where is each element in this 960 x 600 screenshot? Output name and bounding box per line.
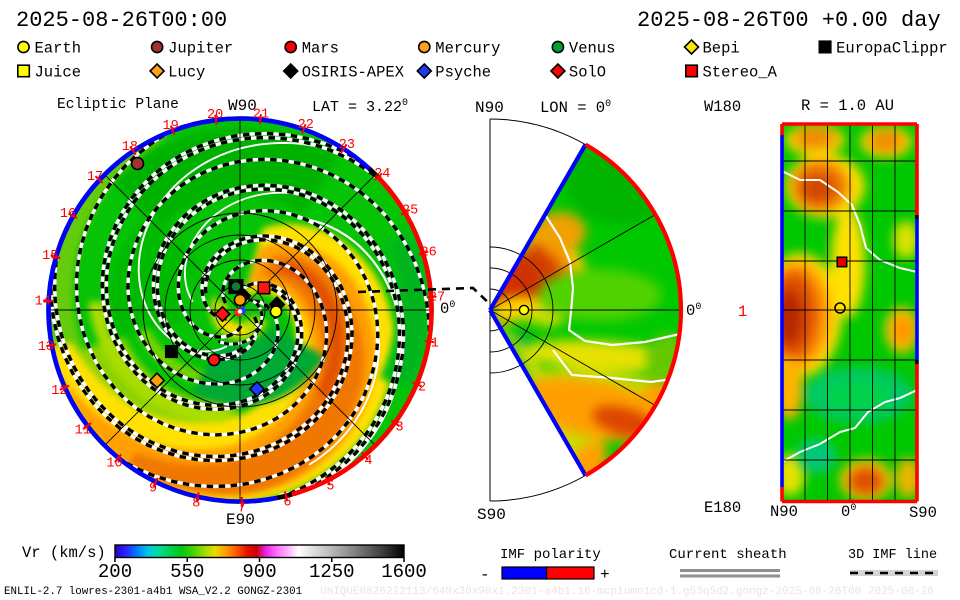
svg-text:14: 14 — [35, 295, 51, 310]
svg-text:N90: N90 — [475, 99, 504, 117]
svg-text:6: 6 — [283, 496, 291, 511]
svg-text:Mars: Mars — [302, 40, 339, 58]
svg-text:1250: 1250 — [309, 561, 355, 583]
svg-text:7: 7 — [238, 502, 246, 517]
svg-text:00: 00 — [841, 503, 856, 521]
svg-text:Psyche: Psyche — [435, 64, 491, 82]
svg-text:S90: S90 — [909, 504, 937, 522]
svg-text:900: 900 — [242, 561, 276, 583]
svg-text:SolO: SolO — [569, 64, 606, 82]
svg-text:200: 200 — [98, 561, 132, 583]
svg-text:15: 15 — [42, 249, 58, 264]
svg-text:3: 3 — [396, 420, 404, 435]
svg-text:27: 27 — [429, 291, 445, 306]
svg-text:LON = 00: LON = 00 — [540, 99, 611, 117]
svg-text:Vr (km/s): Vr (km/s) — [22, 544, 106, 562]
svg-text:1600: 1600 — [381, 561, 427, 583]
svg-text:E90: E90 — [226, 511, 255, 529]
svg-text:UNIQUE0826222113/640x30x90x1.2: UNIQUE0826222113/640x30x90x1.2301-a4b1.1… — [320, 586, 934, 598]
svg-text:10: 10 — [106, 457, 122, 472]
svg-text:Juice: Juice — [35, 64, 82, 82]
svg-text:S90: S90 — [477, 506, 506, 524]
svg-text:ENLIL-2.7 lowres-2301-a4b1 WSA: ENLIL-2.7 lowres-2301-a4b1 WSA_V2.2 GONG… — [4, 586, 302, 598]
svg-text:24: 24 — [374, 167, 390, 182]
svg-text:5: 5 — [326, 480, 334, 495]
svg-text:550: 550 — [170, 561, 204, 583]
svg-text:3D IMF line: 3D IMF line — [848, 548, 937, 563]
svg-text:W90: W90 — [228, 97, 257, 115]
svg-text:Earth: Earth — [35, 40, 82, 58]
svg-text:16: 16 — [60, 207, 76, 222]
svg-text:EuropaClippr: EuropaClippr — [836, 40, 948, 58]
svg-text:LAT = 3.220: LAT = 3.220 — [312, 98, 408, 116]
svg-text:Ecliptic Plane: Ecliptic Plane — [57, 97, 179, 113]
svg-text:OSIRIS-APEX: OSIRIS-APEX — [302, 64, 405, 82]
svg-text:1: 1 — [738, 303, 747, 321]
svg-text:Venus: Venus — [569, 40, 616, 58]
svg-text:1: 1 — [431, 336, 439, 351]
svg-text:12: 12 — [51, 384, 67, 399]
svg-text:9: 9 — [149, 481, 157, 496]
svg-text:E180: E180 — [704, 499, 741, 517]
svg-text:4: 4 — [364, 454, 372, 469]
svg-text:Lucy: Lucy — [168, 64, 205, 82]
svg-text:-: - — [480, 566, 490, 584]
svg-text:R = 1.0 AU: R = 1.0 AU — [801, 97, 894, 115]
svg-text:2025-08-26T00 +0.00 day: 2025-08-26T00 +0.00 day — [637, 8, 941, 33]
svg-text:+: + — [600, 566, 610, 584]
svg-text:N90: N90 — [770, 503, 798, 521]
svg-text:8: 8 — [192, 497, 200, 512]
svg-text:Bepi: Bepi — [703, 40, 740, 58]
svg-text:IMF polarity: IMF polarity — [500, 547, 601, 563]
svg-text:W180: W180 — [704, 98, 741, 116]
svg-text:26: 26 — [420, 246, 436, 261]
svg-text:00: 00 — [686, 302, 701, 320]
svg-text:13: 13 — [38, 340, 54, 355]
svg-text:Stereo_A: Stereo_A — [703, 64, 778, 82]
svg-text:2: 2 — [418, 381, 426, 396]
svg-text:Current sheath: Current sheath — [669, 547, 787, 563]
svg-text:25: 25 — [402, 204, 418, 219]
svg-text:2025-08-26T00:00: 2025-08-26T00:00 — [16, 8, 227, 33]
svg-text:Mercury: Mercury — [435, 40, 500, 58]
svg-text:Jupiter: Jupiter — [168, 40, 233, 58]
svg-text:17: 17 — [87, 170, 103, 185]
